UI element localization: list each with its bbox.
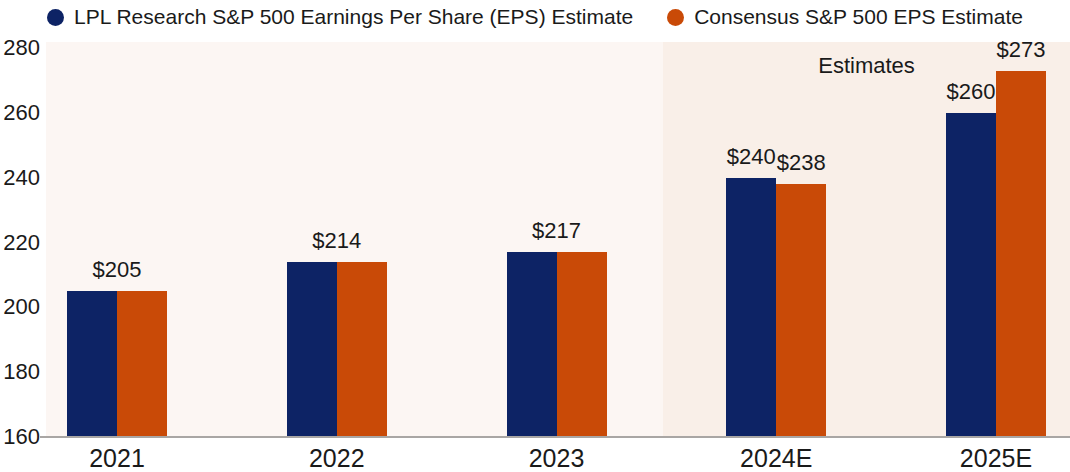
legend-item-lpl: LPL Research S&P 500 Earnings Per Share … xyxy=(47,4,633,30)
x-tick-label-2021: 2021 xyxy=(47,444,187,472)
legend-item-label: LPL Research S&P 500 Earnings Per Share … xyxy=(74,4,633,30)
bar-consensus-2023 xyxy=(557,252,607,437)
legend-item-consensus: Consensus S&P 500 EPS Estimate xyxy=(667,4,1023,30)
bar-lpl-2024E xyxy=(726,178,776,437)
legend-item-label: Consensus S&P 500 EPS Estimate xyxy=(694,4,1023,30)
y-tick-label: 240 xyxy=(0,165,40,191)
y-tick-label: 180 xyxy=(0,359,40,385)
bar-consensus-2022 xyxy=(337,262,387,437)
bar-lpl-2023 xyxy=(507,252,557,437)
value-label-2021: $205 xyxy=(52,257,182,283)
eps-bar-chart: LPL Research S&P 500 Earnings Per Share … xyxy=(0,0,1070,472)
bar-consensus-2025E xyxy=(996,71,1046,437)
bar-lpl-2022 xyxy=(287,262,337,437)
bar-lpl-2025E xyxy=(946,113,996,437)
x-tick-label-2023: 2023 xyxy=(487,444,627,472)
y-tick-label: 260 xyxy=(0,100,40,126)
bar-consensus-2021 xyxy=(117,291,167,437)
value-label-2022: $214 xyxy=(272,228,402,254)
x-tick-label-2025E: 2025E xyxy=(926,444,1066,472)
bar-consensus-2024E xyxy=(776,184,826,437)
bar-lpl-2021 xyxy=(67,291,117,437)
value-label-consensus-2024E: $238 xyxy=(736,150,866,176)
legend-dot-icon xyxy=(47,9,64,26)
y-tick-label: 160 xyxy=(0,424,40,450)
value-label-2023: $217 xyxy=(492,218,622,244)
y-tick-label: 220 xyxy=(0,230,40,256)
value-label-lpl-2025E: $260 xyxy=(906,79,1036,105)
x-axis-line xyxy=(40,436,1070,438)
y-tick-label: 280 xyxy=(0,35,40,61)
chart-legend: LPL Research S&P 500 Earnings Per Share … xyxy=(0,4,1070,30)
x-tick-label-2024E: 2024E xyxy=(706,444,846,472)
legend-dot-icon xyxy=(667,9,684,26)
y-tick-label: 200 xyxy=(0,294,40,320)
x-tick-label-2022: 2022 xyxy=(267,444,407,472)
value-label-consensus-2025E: $273 xyxy=(956,37,1070,63)
